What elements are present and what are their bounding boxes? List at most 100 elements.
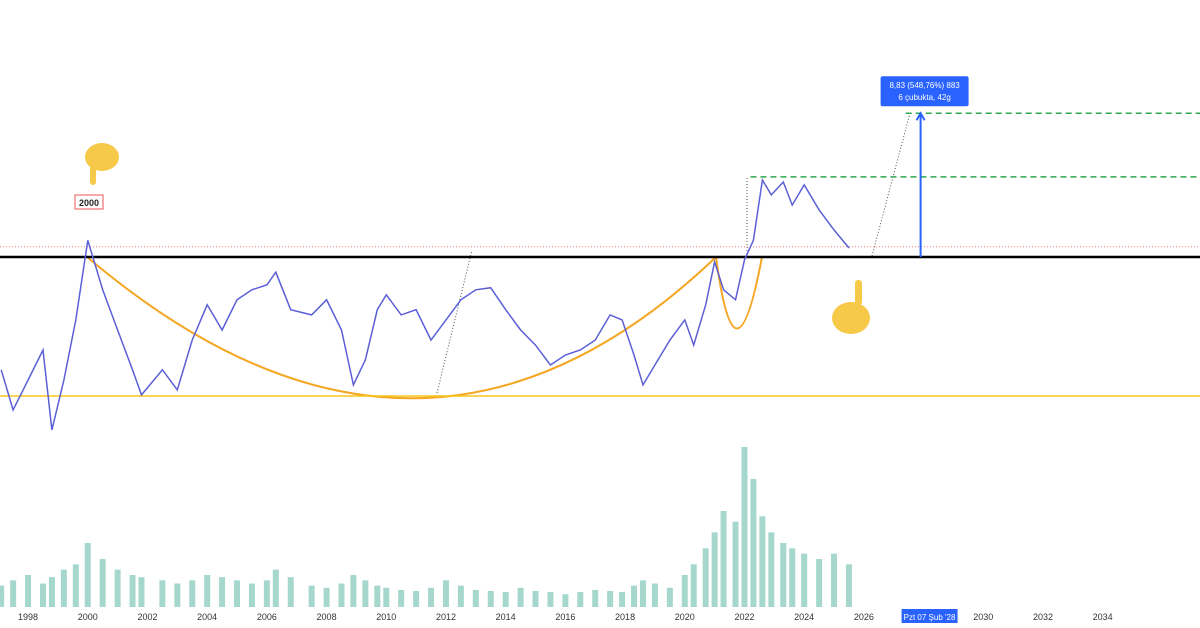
x-tick-label: 2006 [257,612,277,622]
volume-bar [702,548,709,607]
annotation: 2000 [79,198,99,208]
volume-bar [457,585,464,607]
volume-bar [711,532,718,607]
volume-bar [845,564,852,607]
volume-bar [562,594,569,607]
volume-bar [442,580,449,607]
volume-bar [323,587,330,607]
label-box [74,194,104,210]
x-tick-label: 2014 [496,612,516,622]
volume-bar [639,580,646,607]
volume-bar [666,587,673,607]
hand-emoji [832,280,870,334]
drawings [85,112,911,400]
volume-bar [428,587,435,607]
measure-text: 8,83 (548,76%) 883 [889,81,960,90]
cup-curve [85,255,717,400]
volume-bar [780,543,787,607]
volume-bar [831,553,838,607]
volume-bar [174,583,181,607]
volume-bar [768,532,775,607]
volume-bar [272,569,279,607]
volume-bar [502,592,509,607]
volume-bar [84,543,91,607]
volume-bar [383,587,390,607]
volume-bar [248,583,255,607]
volume-bar [114,569,121,607]
x-tick-label: 1998 [18,612,38,622]
volume-bar [801,553,808,607]
volume-bar [681,575,688,607]
x-tick-label: 2004 [197,612,217,622]
volume-bar [72,564,79,607]
volume-bar [651,583,658,607]
volume-bar [204,575,211,607]
x-tick-label: 2016 [555,612,575,622]
cursor-date: Pzt 07 Şub '28 [904,613,956,622]
volume-bar [517,587,524,607]
volume-bar [362,580,369,607]
hand-emoji [85,143,119,185]
volume-bar [374,585,381,607]
volume-bar [732,521,739,607]
volume-bar [39,583,46,607]
volume-bar [129,575,136,607]
volume-bar [338,583,345,607]
measure-text: 6 çubukta, 42g [898,93,950,102]
cursor-date-box [901,609,958,623]
x-tick-label: 2032 [1033,612,1053,622]
x-tick-label: 2012 [436,612,456,622]
x-tick-label: 2030 [973,612,993,622]
volume-bar [138,577,145,607]
volume-bar [308,585,315,607]
volume-bar [413,591,420,607]
volume-bar [472,589,479,607]
x-tick-label: 2034 [1093,612,1113,622]
volume-bar [219,577,226,607]
volume-bar [25,575,32,607]
volume-bar [619,592,626,607]
volume-bar [577,592,584,607]
x-tick-label: 2022 [734,612,754,622]
volume-bar [631,585,638,607]
x-tick-label: 2018 [615,612,635,622]
measure-box [880,76,969,107]
volume-bar [750,479,757,607]
volume-bar [10,580,17,607]
handle-curve [715,256,763,330]
x-tick-label: 2002 [137,612,157,622]
volume-bar [789,548,796,607]
volume-bar [350,575,357,607]
volume-bar [189,580,196,607]
volume-bar [816,559,823,607]
volume-bar [48,577,55,607]
x-tick-label: 2024 [794,612,814,622]
projection [871,112,911,257]
volume-bar [720,511,727,607]
x-tick-label: 2020 [675,612,695,622]
x-tick-label: 2008 [317,612,337,622]
volume-bar [398,589,405,607]
volume-bar [0,585,5,607]
x-tick-label: 2010 [376,612,396,622]
volume-bar [690,564,697,607]
volume-bar [759,516,766,607]
volume-bar [234,580,241,607]
volume-bar [741,447,748,607]
volume-bar [287,577,294,607]
arrow-head [915,111,926,121]
x-tick-label: 2000 [78,612,98,622]
volume-bar [60,569,67,607]
volume-bar [99,559,106,607]
volume-bar [487,591,494,607]
volume-bar [547,592,554,607]
volume-bar [159,580,166,607]
volume-bar [592,589,599,607]
volume-bar [532,591,539,607]
volume-bar [607,591,614,607]
volume-bar [263,580,270,607]
price-line [0,177,850,431]
projection [436,249,473,394]
x-tick-label: 2026 [854,612,874,622]
